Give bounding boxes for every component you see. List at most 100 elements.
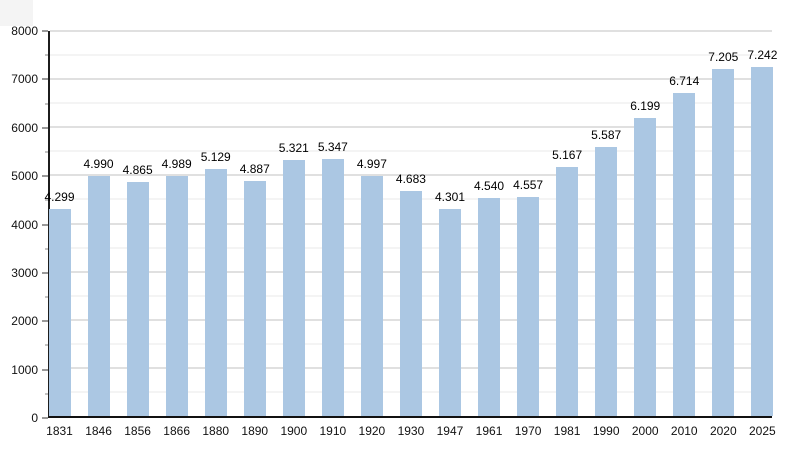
bar-1900 [282,159,305,416]
bar-1880 [204,169,227,416]
x-tick-label: 1890 [241,424,269,438]
y-tick-label: 0 [31,411,38,425]
x-tick-label: 1910 [319,424,347,438]
bar-value-label: 4.989 [161,156,192,171]
bar-slot: 5.321 1900 [274,31,313,437]
minor-gridline [50,102,772,104]
bar-2025 [751,67,774,416]
bar-value-label: 6.714 [669,73,700,88]
bar-slot: 4.989 1866 [157,31,196,437]
bar-value-label: 6.199 [630,98,661,113]
y-axis: 0 1000 2000 3000 4000 5000 6000 7000 8000 [0,25,48,424]
y-major-tick [42,175,48,177]
minor-gridline [50,150,772,152]
major-gridline [50,30,772,32]
bar-slot: 7.242 2025 [743,31,782,437]
x-tick-label: 1930 [397,424,425,438]
x-tick-label: 1846 [85,424,112,438]
bar-1831 [48,209,71,416]
corner-artifact [0,0,33,26]
y-major-tick [42,127,48,129]
y-tick-label: 7000 [11,72,38,87]
y-major-tick [42,369,48,371]
bar-value-label: 7.205 [708,50,739,65]
bar-slot: 7.205 2020 [704,31,743,437]
y-minor-tick [45,54,48,56]
bar-value-label: 5.347 [317,139,348,154]
major-gridline [50,78,772,80]
bar-value-label: 4.997 [356,156,387,171]
y-major-tick [42,224,48,225]
bar-1920 [360,175,383,416]
bar-value-label: 4.865 [122,162,153,177]
y-major-tick [42,272,48,274]
y-major-tick [42,417,48,419]
bar-slot: 4.299 1831 [40,31,79,437]
bar-value-label: 4.301 [434,190,465,205]
bar-slot: 4.887 1890 [235,31,274,437]
y-tick-label: 3000 [11,265,38,280]
bar-value-label: 4.557 [513,177,544,192]
x-tick-label: 1981 [553,424,581,438]
y-major-tick [42,30,48,32]
bar-slot: 4.540 1961 [470,31,509,437]
x-tick-label: 1920 [358,424,386,438]
bar-1856 [126,181,149,416]
bar-slot: 4.865 1856 [118,31,157,437]
x-tick-label: 1961 [475,424,503,438]
x-tick-label: 1970 [514,424,542,438]
x-tick-label: 1947 [436,424,464,438]
major-gridline [50,126,772,128]
x-tick-label: 2010 [670,424,698,438]
bar-slot: 4.997 1920 [352,31,391,437]
x-tick-label: 1990 [592,424,620,438]
bar-slot: 4.683 1930 [391,31,430,437]
y-minor-tick [45,344,48,346]
bar-slot: 4.990 1846 [79,31,118,437]
bar-1947 [438,209,461,416]
y-major-tick [42,320,48,322]
bar-1981 [556,167,579,416]
bar-value-label: 5.167 [552,148,583,163]
bar-1930 [399,190,422,416]
y-tick-label: 4000 [11,217,38,232]
plot-area: 4.299 1831 4.990 1846 4.865 1856 4.989 1866 5.12… [45,30,777,437]
bar-value-label: 4.683 [395,171,426,186]
bar-slot: 5.587 1990 [587,31,626,437]
bar-slot: 4.557 1970 [509,31,548,437]
x-tick-label: 1880 [202,424,230,438]
x-tick-label: 2025 [749,424,776,438]
bar-2020 [712,69,735,416]
y-tick-label: 8000 [11,24,38,38]
major-gridline [50,174,772,176]
y-tick-label: 1000 [11,362,38,377]
y-minor-tick [45,393,48,395]
x-tick-label: 2000 [631,424,659,438]
x-tick-label: 1866 [163,424,191,438]
bar-value-label: 4.990 [83,156,114,171]
x-tick-label: 1831 [46,424,73,438]
x-tick-label: 1856 [124,424,151,438]
x-tick-label: 1900 [280,424,308,438]
x-tick-label: 2020 [709,424,737,438]
y-tick-label: 6000 [11,120,38,135]
y-minor-tick [45,248,48,250]
bar-1846 [87,175,110,416]
bar-value-label: 5.321 [278,140,309,155]
bar-slot: 6.199 2000 [626,31,665,437]
bar-1970 [517,196,540,416]
bar-2010 [673,92,696,416]
y-minor-tick [45,296,48,298]
y-tick-label: 5000 [11,169,38,184]
bar-2000 [634,117,657,416]
minor-gridline [50,54,772,56]
y-major-tick [42,78,48,80]
y-tick-label: 2000 [11,314,38,329]
bars-container: 4.299 1831 4.990 1846 4.865 1856 4.989 1866 5.12… [40,31,782,437]
bar-value-label: 7.242 [747,48,778,63]
y-minor-tick [45,199,48,201]
bar-1990 [595,147,618,416]
bar-1890 [243,180,266,416]
bar-slot: 4.301 1947 [430,31,469,437]
